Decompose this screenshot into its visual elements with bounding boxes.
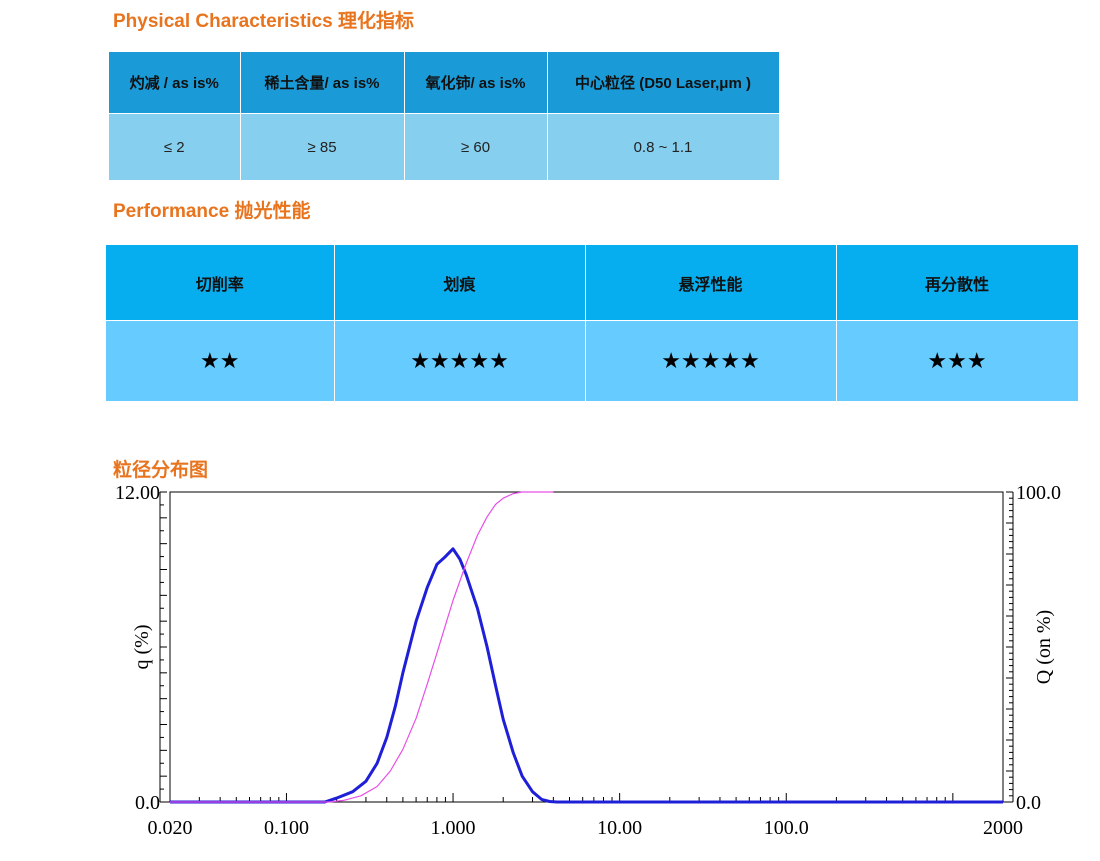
x-tick-label: 100.0 xyxy=(764,817,809,839)
header-scratch: 划痕 xyxy=(334,245,586,321)
table-header-row: 灼减 / as is% 稀土含量/ as is% 氧化铈/ as is% 中心粒… xyxy=(109,52,780,114)
header-ceria: 氧化铈/ as is% xyxy=(404,52,548,114)
header-suspension: 悬浮性能 xyxy=(585,245,837,321)
y-tick-label: 0.0 xyxy=(135,792,160,814)
x-tick-label: 0.100 xyxy=(264,817,309,839)
y2-tick-label: 0.0 xyxy=(1016,792,1041,814)
header-cutting-rate: 切削率 xyxy=(106,245,335,321)
section-title-psd: 粒径分布图 xyxy=(113,460,209,481)
rating-redispersion: ★★★ xyxy=(836,320,1079,401)
table-row: ★★ ★★★★★ ★★★★★ ★★★ xyxy=(106,320,1079,401)
x-tick-label: 1.000 xyxy=(431,817,476,839)
x-tick-label: 10.00 xyxy=(597,817,642,839)
y-axis-label: q (%) xyxy=(131,625,153,670)
table-header-row: 切削率 划痕 悬浮性能 再分散性 xyxy=(106,245,1079,321)
header-d50: 中心粒径 (D50 Laser,μm ) xyxy=(547,52,780,114)
y2-tick-label: 100.0 xyxy=(1016,482,1061,504)
rating-cutting-rate: ★★ xyxy=(106,320,335,401)
rating-scratch: ★★★★★ xyxy=(334,320,586,401)
cumulative-curve xyxy=(170,491,554,803)
value-ignition-loss: ≤ 2 xyxy=(109,113,241,180)
rating-suspension: ★★★★★ xyxy=(585,320,837,401)
physical-characteristics-table: 灼减 / as is% 稀土含量/ as is% 氧化铈/ as is% 中心粒… xyxy=(109,52,780,180)
x-tick-label: 2000 xyxy=(983,817,1023,839)
header-ignition-loss: 灼减 / as is% xyxy=(109,52,241,114)
value-rare-earth-content: ≥ 85 xyxy=(240,113,405,180)
plot-frame xyxy=(169,491,1004,803)
section-title-physical: Physical Characteristics 理化指标 xyxy=(113,11,414,32)
value-ceria: ≥ 60 xyxy=(404,113,548,180)
x-tick-label: 0.020 xyxy=(148,817,193,839)
frequency-curve xyxy=(170,547,1003,804)
header-rare-earth-content: 稀土含量/ as is% xyxy=(240,52,405,114)
y2-axis-label: Q (on %) xyxy=(1033,610,1055,684)
y-tick-label: 12.00 xyxy=(115,482,160,504)
particle-size-distribution-chart: 0.020 0.100 1.000 10.00 100.0 2000 12.00 0.0 100… xyxy=(115,482,1061,839)
header-redispersion: 再分散性 xyxy=(836,245,1079,321)
section-title-performance: Performance 抛光性能 xyxy=(113,201,311,222)
table-row: ≤ 2 ≥ 85 ≥ 60 0.8 ~ 1.1 xyxy=(109,113,780,180)
value-d50: 0.8 ~ 1.1 xyxy=(547,113,780,180)
performance-table: 切削率 划痕 悬浮性能 再分散性 ★★ ★★★★★ ★★★★★ ★★★ xyxy=(106,245,1079,401)
